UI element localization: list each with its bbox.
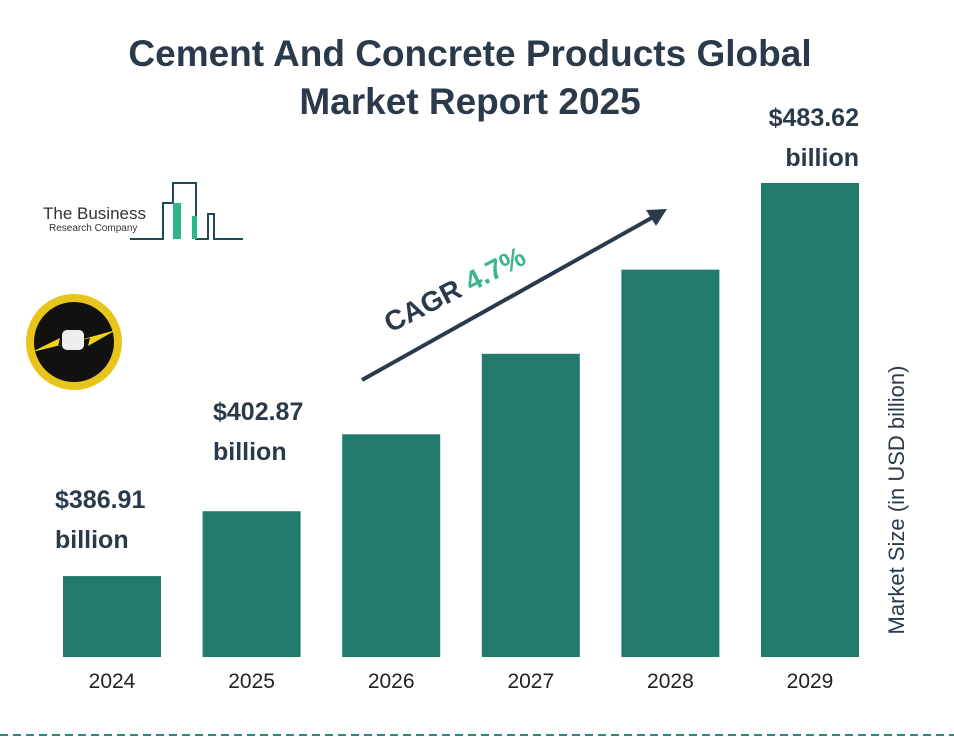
logo-line-1: The Business — [43, 204, 146, 223]
x-tick-label: 2024 — [89, 670, 136, 693]
x-tick-label: 2027 — [507, 670, 554, 693]
x-tick-label: 2028 — [647, 670, 694, 693]
bar-2024 — [63, 576, 161, 657]
chart-title: Cement And Concrete Products Global Mark… — [0, 30, 940, 126]
bar-2025 — [202, 511, 301, 657]
title-line-2: Market Report 2025 — [299, 81, 641, 122]
bar-2028 — [621, 269, 720, 657]
y-axis-label: Market Size (in USD billion) — [884, 365, 909, 635]
logo-line-2: Research Company — [49, 223, 138, 234]
cagr-arrow-icon — [361, 209, 667, 382]
bar-2027 — [481, 353, 580, 657]
x-tick-label: 2026 — [368, 670, 415, 693]
bar-2029 — [761, 183, 859, 657]
smeaton-badge-logo — [26, 294, 122, 390]
data-label-2024: $386.91 billion — [55, 486, 146, 554]
x-tick-label: 2025 — [228, 670, 275, 693]
business-research-logo: The Business Research Company — [43, 205, 146, 235]
bar-2026 — [342, 434, 441, 657]
building-logo-icon — [130, 182, 243, 240]
data-label-2029: $483.62 billion — [768, 104, 859, 172]
data-label-2025: $402.87 billion — [213, 398, 304, 466]
title-line-1: Cement And Concrete Products Global — [128, 33, 812, 74]
x-tick-label: 2029 — [787, 670, 834, 693]
